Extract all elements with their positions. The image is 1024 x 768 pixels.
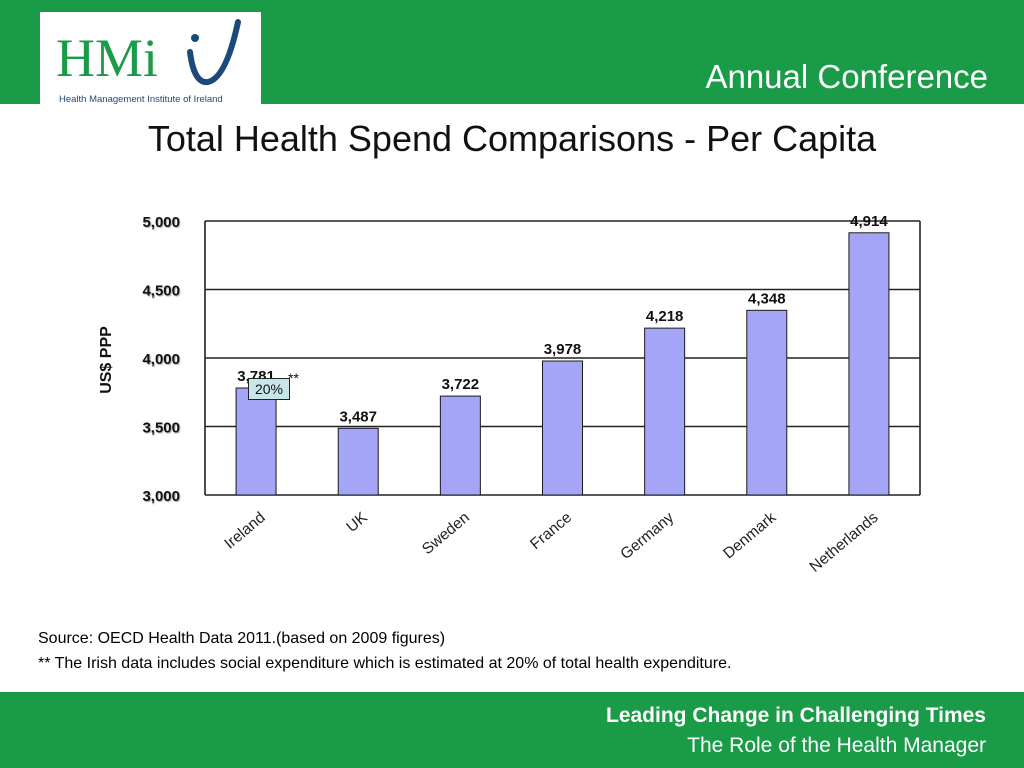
y-tick-label: 4,000 [142,351,180,368]
x-tick-label: Ireland [221,509,268,552]
footer-headline: Leading Change in Challenging Times [606,704,986,727]
ireland-annotation-box: 20% [248,378,290,400]
x-tick-label: Netherlands [807,509,882,576]
x-tick-label: Denmark [720,509,779,563]
logo-tagline: Health Management Institute of Ireland [59,94,223,105]
x-tick-label: Germany [617,509,677,563]
ireland-annotation-marker: ** [288,370,299,386]
bar-netherlands [848,232,890,496]
footer-subtitle: The Role of the Health Manager [687,734,986,757]
bar-uk [337,427,379,496]
bar-sweden [439,395,481,496]
data-label: 3,978 [544,341,582,358]
footer-band [0,692,1024,768]
source-line: Source: OECD Health Data 2011.(based on … [38,630,446,647]
footnote-line: ** The Irish data includes social expend… [38,655,732,672]
y-tick-label: 3,000 [142,488,180,505]
bar-ireland [235,387,277,496]
bar-france [542,360,583,496]
data-label: 4,348 [748,290,786,307]
bar-denmark [746,309,788,496]
source-notes: Source: OECD Health Data 2011.(based on … [38,626,731,676]
data-label: 3,487 [339,408,377,425]
conference-title: Annual Conference [705,58,988,95]
slide-title: Total Health Spend Comparisons - Per Cap… [147,118,877,159]
data-label: 4,914 [850,213,888,230]
y-tick-label: 3,500 [142,420,180,437]
hmi-logo: HMi Health Management Institute of Irela… [40,12,261,105]
data-label: 3,722 [442,376,480,393]
y-axis-label: US$ PPP [98,326,115,394]
logo-swoosh-icon [187,19,241,86]
x-tick-label: UK [343,509,371,536]
bar-germany [644,327,686,496]
hmi-logo-mark: HMi [56,19,241,88]
x-tick-label: France [527,509,575,553]
y-tick-label: 5,000 [142,214,180,231]
x-tick-label: Sweden [419,509,473,558]
bar-chart: 3,0003,5004,0004,5005,0003,781Ireland3,4… [98,213,921,576]
logo-dot-icon [191,34,199,42]
logo-brand-text: HMi [56,28,158,88]
y-tick-label: 4,500 [142,283,180,300]
data-label: 4,218 [646,308,684,325]
